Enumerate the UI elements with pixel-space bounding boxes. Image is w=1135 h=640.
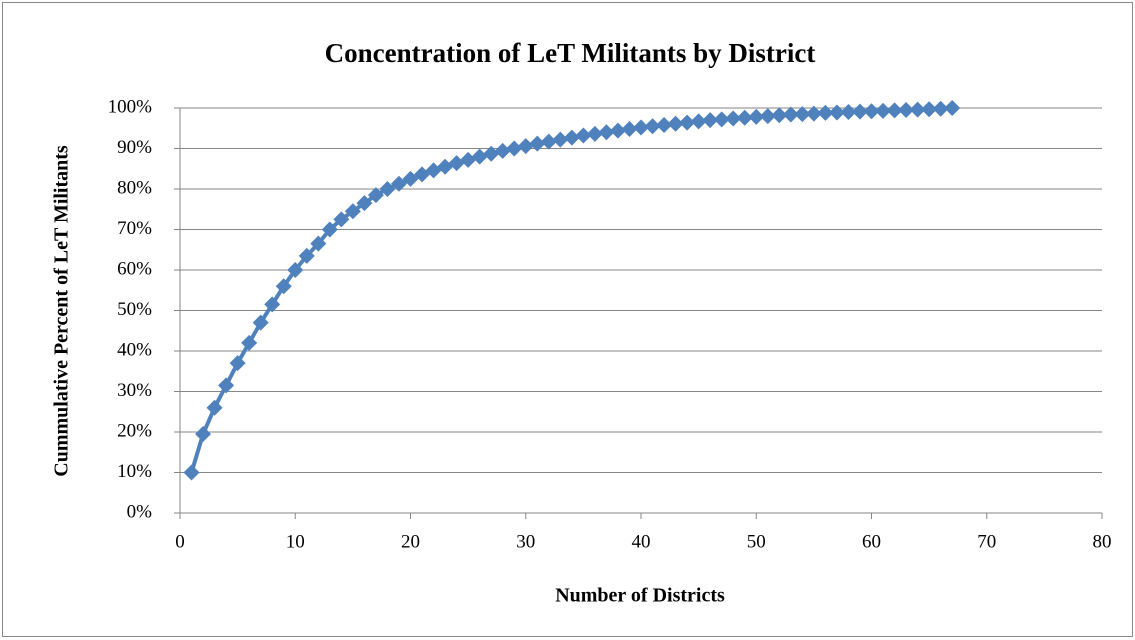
data-marker xyxy=(483,145,500,162)
data-marker xyxy=(782,106,799,123)
data-marker xyxy=(805,105,822,122)
y-tick-label: 30% xyxy=(117,380,152,401)
x-tick-label: 40 xyxy=(632,531,651,552)
data-marker xyxy=(621,121,638,138)
data-marker xyxy=(183,464,200,481)
data-marker xyxy=(667,115,684,132)
data-marker xyxy=(241,334,258,351)
data-marker xyxy=(656,117,673,134)
x-tick-label: 80 xyxy=(1093,531,1112,552)
y-tick-label: 80% xyxy=(117,177,152,198)
data-marker xyxy=(633,119,649,136)
data-marker xyxy=(310,235,327,252)
x-tick-label: 60 xyxy=(862,531,881,552)
y-tick-label: 60% xyxy=(117,258,152,279)
data-marker xyxy=(298,247,315,264)
data-marker xyxy=(494,142,511,159)
chart-title: Concentration of LeT Militants by Distri… xyxy=(325,38,816,68)
data-marker xyxy=(598,124,615,141)
data-marker xyxy=(875,102,892,119)
data-marker xyxy=(909,101,926,118)
data-marker xyxy=(206,399,223,416)
data-marker xyxy=(794,106,811,123)
x-tick-label: 20 xyxy=(401,531,420,552)
data-marker xyxy=(863,103,880,120)
y-tick-label: 50% xyxy=(117,299,152,320)
data-marker xyxy=(390,175,407,192)
y-tick-label: 10% xyxy=(117,461,152,482)
y-tick-label: 20% xyxy=(117,420,152,441)
data-marker xyxy=(771,107,788,124)
x-tick-label: 10 xyxy=(286,531,305,552)
x-tick-label: 30 xyxy=(516,531,535,552)
data-marker xyxy=(886,102,903,119)
data-marker xyxy=(563,129,580,146)
data-marker xyxy=(944,100,961,116)
data-marker xyxy=(218,377,235,394)
data-marker xyxy=(252,314,269,331)
x-tick-label: 70 xyxy=(977,531,996,552)
data-marker xyxy=(264,296,281,313)
data-marker xyxy=(586,125,603,142)
data-marker xyxy=(851,103,868,120)
data-marker xyxy=(506,140,523,157)
y-tick-label: 0% xyxy=(127,501,153,522)
data-marker xyxy=(748,108,765,125)
data-marker xyxy=(287,262,304,278)
data-marker xyxy=(932,100,949,117)
data-marker xyxy=(679,114,696,131)
data-marker xyxy=(448,155,465,172)
data-marker xyxy=(759,108,776,125)
data-marker xyxy=(690,113,707,130)
x-tick-label: 50 xyxy=(747,531,766,552)
y-tick-label: 70% xyxy=(117,218,152,239)
data-marker xyxy=(460,151,477,168)
y-tick-label: 40% xyxy=(117,339,152,360)
data-marker xyxy=(725,110,742,127)
x-tick-label: 0 xyxy=(175,531,185,552)
data-marker xyxy=(321,221,338,238)
data-marker xyxy=(517,138,534,155)
data-marker xyxy=(713,111,730,128)
data-marker xyxy=(275,278,292,295)
data-marker xyxy=(367,187,384,204)
data-marker xyxy=(644,118,661,135)
data-marker xyxy=(379,181,396,197)
data-marker xyxy=(609,122,626,139)
data-marker xyxy=(840,104,857,121)
y-tick-label: 90% xyxy=(117,137,152,158)
data-marker xyxy=(195,426,212,443)
y-tick-label: 100% xyxy=(108,96,153,117)
data-marker xyxy=(736,109,753,126)
x-axis-title: Number of Districts xyxy=(555,585,725,607)
data-marker xyxy=(356,195,373,212)
y-axis-title: Cummulative Percent of LeT Militants xyxy=(51,145,73,477)
data-marker xyxy=(229,355,246,372)
data-marker xyxy=(344,203,361,220)
data-marker xyxy=(817,104,834,121)
data-marker xyxy=(333,211,350,228)
data-marker xyxy=(828,104,845,121)
data-marker xyxy=(529,135,546,152)
data-marker xyxy=(552,131,569,148)
data-marker xyxy=(702,112,719,129)
data-marker xyxy=(575,127,592,144)
data-marker xyxy=(921,101,938,118)
data-marker xyxy=(540,133,557,150)
data-marker xyxy=(471,148,488,165)
data-marker xyxy=(898,102,915,119)
